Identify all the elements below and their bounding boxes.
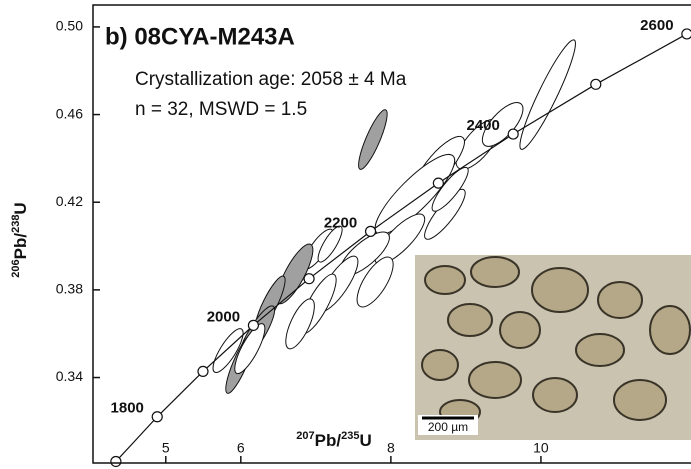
grain [650, 306, 690, 354]
grain [598, 282, 642, 318]
y-axis-label: 206Pb/238U [10, 202, 31, 277]
age-label: 1800 [111, 400, 144, 417]
scale-label: 200 µm [428, 420, 468, 434]
age-marker [508, 129, 518, 139]
age-label: 2000 [207, 308, 240, 325]
age-marker [366, 226, 376, 236]
annotation: n = 32, MSWD = 1.5 [135, 99, 307, 120]
age-marker [111, 456, 121, 466]
age-marker [591, 79, 601, 89]
grain [533, 378, 577, 412]
age-marker [152, 412, 162, 422]
age-marker [248, 320, 258, 330]
x-tick-label: 8 [387, 440, 395, 456]
y-tick-label: 0.46 [56, 105, 83, 121]
grain [469, 362, 521, 398]
y-tick-label: 0.42 [56, 193, 83, 209]
chart: 200 µm b) 08CYA-M243A Crystallization ag… [0, 0, 691, 469]
age-marker [682, 29, 691, 39]
age-marker [433, 178, 443, 188]
age-label: 2600 [640, 17, 673, 34]
grain [500, 312, 540, 348]
x-tick-label: 6 [237, 440, 245, 456]
x-tick-label: 5 [162, 440, 170, 456]
age-marker [304, 274, 314, 284]
error-ellipse [513, 36, 583, 153]
age-label: 2400 [466, 117, 499, 134]
grain [422, 350, 458, 380]
annotation: Crystallization age: 2058 ± 4 Ma [135, 69, 407, 90]
y-tick-label: 0.34 [56, 368, 83, 384]
chart-title: b) 08CYA-M243A [105, 23, 295, 50]
age-label: 2200 [324, 214, 357, 231]
age-marker [198, 366, 208, 376]
x-tick-label: 10 [533, 440, 549, 456]
y-tick-label: 0.50 [56, 18, 83, 34]
grain [532, 268, 588, 312]
grain [425, 266, 465, 294]
error-ellipse [354, 107, 392, 172]
inset-photo: 200 µm [415, 255, 691, 440]
grain [614, 380, 666, 420]
grain [576, 334, 624, 366]
grain [448, 304, 492, 336]
y-tick-label: 0.38 [56, 281, 83, 297]
x-axis-label: 207Pb/235U [296, 430, 371, 451]
grain [471, 257, 519, 287]
